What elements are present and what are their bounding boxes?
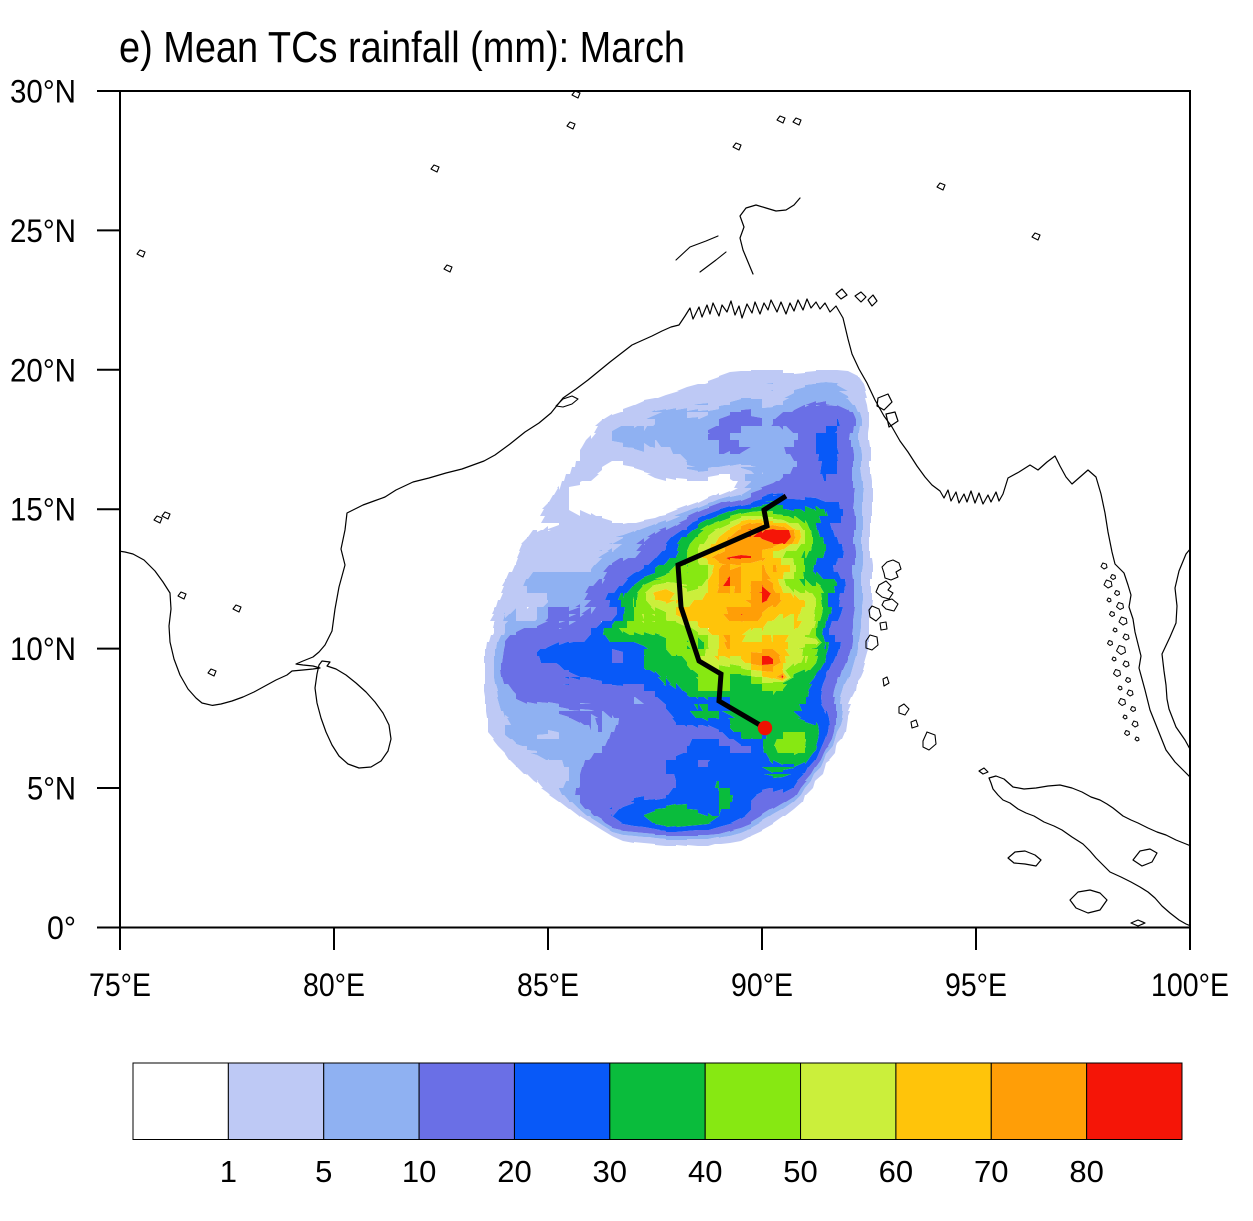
svg-text:e) Mean TCs rainfall (mm): Mar: e) Mean TCs rainfall (mm): March bbox=[119, 23, 685, 72]
svg-text:30: 30 bbox=[593, 1154, 627, 1189]
svg-text:75°E: 75°E bbox=[89, 967, 151, 1003]
svg-text:85°E: 85°E bbox=[517, 967, 579, 1003]
svg-text:80°E: 80°E bbox=[303, 967, 365, 1003]
svg-text:20: 20 bbox=[497, 1154, 531, 1189]
svg-text:25°N: 25°N bbox=[10, 213, 76, 249]
svg-text:20°N: 20°N bbox=[10, 352, 76, 388]
svg-text:95°E: 95°E bbox=[945, 967, 1007, 1003]
svg-text:10°N: 10°N bbox=[10, 631, 76, 667]
svg-text:5: 5 bbox=[315, 1154, 332, 1189]
svg-text:100°E: 100°E bbox=[1151, 967, 1229, 1003]
svg-text:50: 50 bbox=[783, 1154, 817, 1189]
svg-text:40: 40 bbox=[688, 1154, 722, 1189]
svg-text:1: 1 bbox=[220, 1154, 237, 1189]
svg-text:0°: 0° bbox=[47, 910, 76, 946]
svg-text:90°E: 90°E bbox=[731, 967, 793, 1003]
svg-text:60: 60 bbox=[879, 1154, 913, 1189]
svg-text:10: 10 bbox=[402, 1154, 436, 1189]
svg-text:70: 70 bbox=[974, 1154, 1008, 1189]
svg-text:30°N: 30°N bbox=[10, 74, 76, 110]
svg-text:5°N: 5°N bbox=[27, 771, 76, 807]
svg-text:15°N: 15°N bbox=[10, 492, 76, 528]
svg-text:80: 80 bbox=[1069, 1154, 1103, 1189]
